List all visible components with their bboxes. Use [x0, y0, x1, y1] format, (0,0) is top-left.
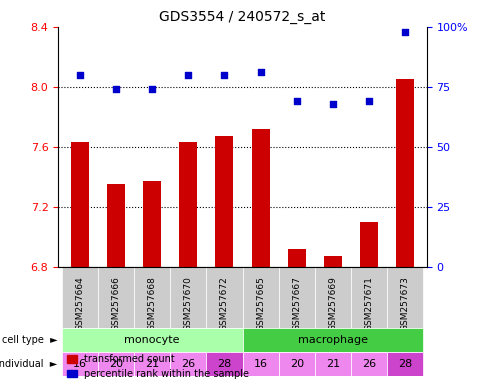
Bar	[170, 353, 206, 376]
Point	[184, 72, 192, 78]
Text: GSM257666: GSM257666	[111, 276, 120, 331]
Bar	[386, 353, 423, 376]
Text: GSM257670: GSM257670	[183, 276, 193, 331]
Text: GSM257664: GSM257664	[75, 276, 84, 331]
Bar	[170, 267, 206, 328]
Bar	[179, 142, 197, 267]
Text: GSM257672: GSM257672	[219, 276, 228, 331]
Bar	[206, 353, 242, 376]
Point	[76, 72, 84, 78]
Title: GDS3554 / 240572_s_at: GDS3554 / 240572_s_at	[159, 10, 325, 25]
Bar	[359, 222, 377, 267]
Bar	[61, 328, 242, 353]
Point	[328, 101, 336, 107]
Bar	[314, 353, 350, 376]
Point	[148, 86, 156, 92]
Bar	[98, 267, 134, 328]
Bar	[98, 353, 134, 376]
Bar	[350, 353, 386, 376]
Text: monocyte: monocyte	[124, 335, 180, 345]
Bar	[278, 353, 314, 376]
Bar	[242, 328, 423, 353]
Bar	[61, 353, 98, 376]
Text: GSM257665: GSM257665	[256, 276, 265, 331]
Text: GSM257667: GSM257667	[291, 276, 301, 331]
Bar	[386, 267, 423, 328]
Bar	[242, 267, 278, 328]
Text: 16: 16	[73, 359, 87, 369]
Text: GSM257671: GSM257671	[364, 276, 373, 331]
Bar	[206, 267, 242, 328]
Text: GSM257673: GSM257673	[400, 276, 409, 331]
Text: 21: 21	[325, 359, 339, 369]
Bar	[323, 256, 341, 267]
Text: 21: 21	[145, 359, 159, 369]
Bar	[314, 267, 350, 328]
Bar	[107, 184, 125, 267]
Bar	[242, 353, 278, 376]
Text: 26: 26	[181, 359, 195, 369]
Bar	[71, 142, 89, 267]
Text: macrophage: macrophage	[297, 335, 367, 345]
Text: GSM257668: GSM257668	[147, 276, 156, 331]
Bar	[134, 267, 170, 328]
Point	[364, 98, 372, 104]
Bar	[278, 267, 314, 328]
Bar	[251, 129, 269, 267]
Bar	[215, 136, 233, 267]
Bar	[287, 249, 305, 267]
Point	[400, 28, 408, 35]
Point	[112, 86, 120, 92]
Bar	[61, 267, 98, 328]
Bar	[350, 267, 386, 328]
Text: 20: 20	[109, 359, 123, 369]
Text: 26: 26	[361, 359, 375, 369]
Text: GSM257669: GSM257669	[328, 276, 337, 331]
Point	[256, 70, 264, 76]
Text: 16: 16	[253, 359, 267, 369]
Legend: transformed count, percentile rank within the sample: transformed count, percentile rank withi…	[63, 350, 253, 383]
Point	[292, 98, 300, 104]
Text: 28: 28	[397, 359, 411, 369]
Bar	[395, 79, 413, 267]
Bar	[143, 181, 161, 267]
Text: cell type  ►: cell type ►	[2, 335, 58, 345]
Text: 28: 28	[217, 359, 231, 369]
Point	[220, 72, 228, 78]
Bar	[134, 353, 170, 376]
Text: individual  ►: individual ►	[0, 359, 58, 369]
Text: 20: 20	[289, 359, 303, 369]
